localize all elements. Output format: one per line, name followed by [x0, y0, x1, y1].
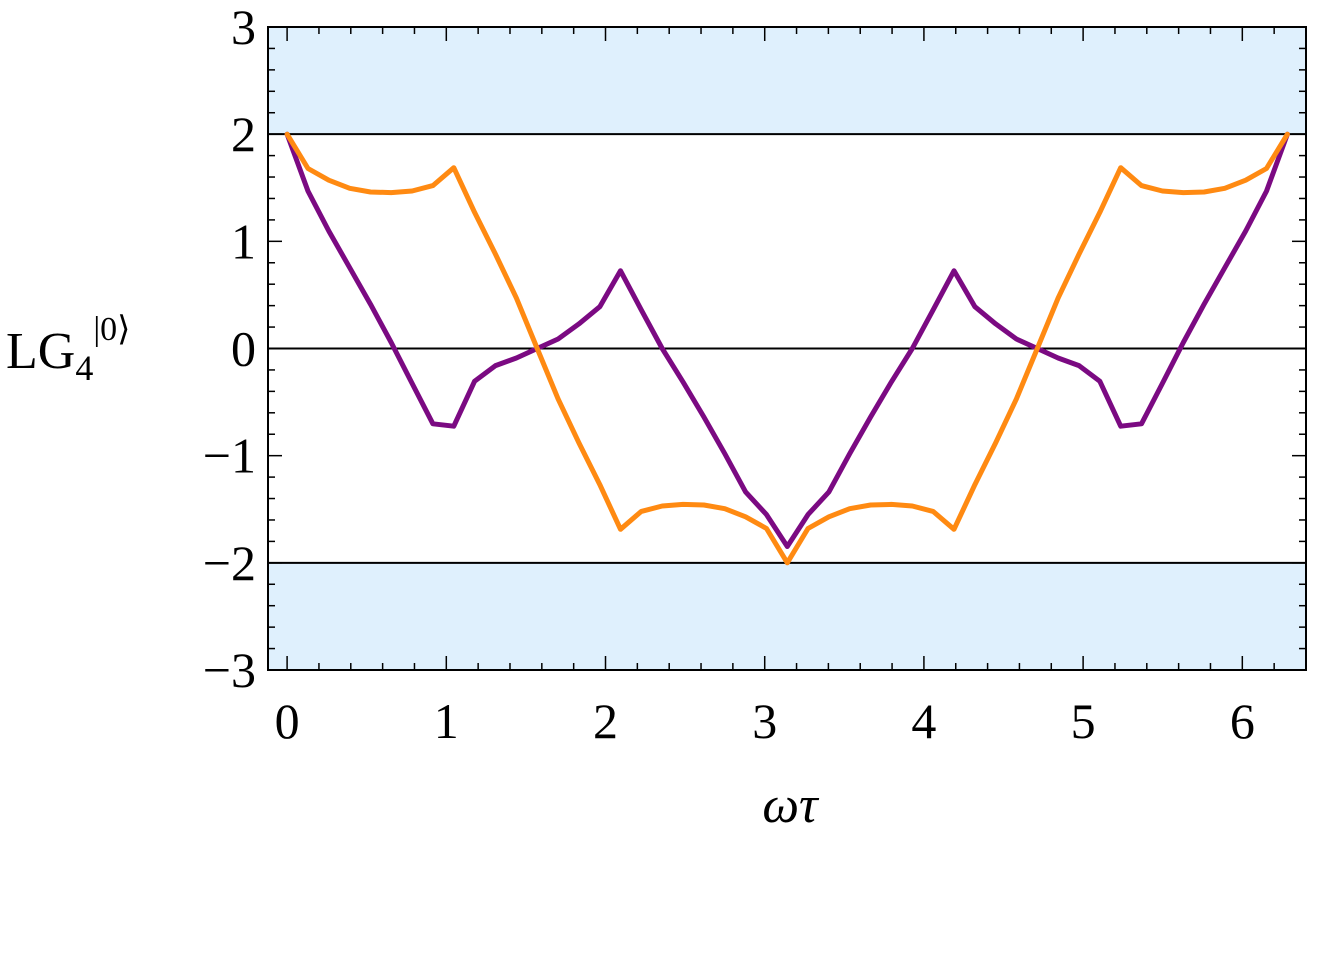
x-tick-label: 6	[1230, 693, 1255, 749]
x-tick-labels: 0 1 2 3 4 5 6	[275, 693, 1255, 749]
shaded-regions	[268, 27, 1306, 670]
x-tick-label: 4	[911, 693, 936, 749]
y-tick-label: 1	[231, 213, 256, 269]
series-line-1	[284, 131, 1290, 566]
y-tick-label: −2	[203, 535, 256, 591]
y-tick-label: 3	[231, 0, 256, 55]
reference-lines	[268, 133, 1306, 564]
series-layer	[284, 131, 1290, 566]
x-tick-label: 1	[434, 693, 459, 749]
series-line-0	[284, 131, 1290, 549]
shaded-region-1	[268, 562, 1306, 670]
y-axis-label-superscript: |0⟩	[93, 311, 130, 348]
y-tick-label: −3	[203, 642, 256, 698]
y-axis-label-subscript: 4	[75, 348, 93, 388]
x-tick-label: 2	[593, 693, 618, 749]
y-axis-label-base: LG	[6, 323, 75, 380]
x-tick-label: 5	[1071, 693, 1096, 749]
y-tick-label: 0	[231, 321, 256, 377]
x-tick-label: 3	[752, 693, 777, 749]
axis-ticks	[268, 26, 1307, 671]
x-tick-label: 0	[275, 693, 300, 749]
y-tick-labels: 3 2 1 0 −1 −2 −3	[203, 0, 256, 698]
y-axis-label: LG4|0⟩	[6, 311, 130, 388]
shaded-region-0	[268, 27, 1306, 135]
y-tick-label: −1	[203, 428, 256, 484]
y-tick-label: 2	[231, 106, 256, 162]
x-axis-label: ωτ	[762, 777, 820, 834]
